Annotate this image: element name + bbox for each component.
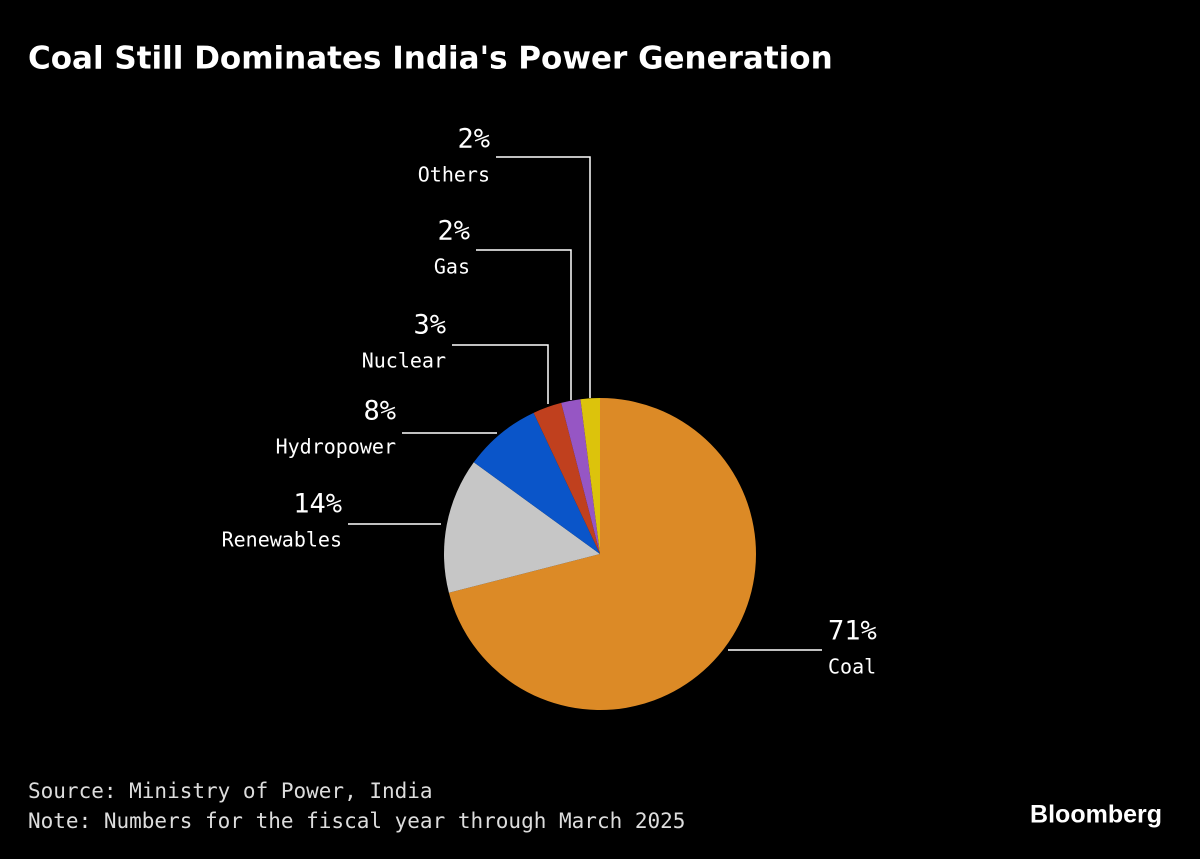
pie-slice (533, 402, 600, 554)
pie-slice (444, 462, 600, 593)
leader-line (476, 249, 572, 400)
pie-slice (561, 399, 600, 554)
category-label: Renewables (222, 528, 342, 552)
value-label: 14% (293, 489, 342, 520)
value-label: 2% (457, 124, 490, 155)
leader-line (452, 344, 549, 404)
value-label: 71% (828, 616, 877, 647)
pie-slice (580, 398, 600, 554)
value-label: 8% (363, 396, 396, 427)
pie-slice (448, 398, 757, 710)
chart-title: Coal Still Dominates India's Power Gener… (28, 41, 833, 77)
category-label: Gas (434, 255, 470, 279)
brand-logo: Bloomberg (1030, 801, 1162, 829)
category-label: Nuclear (362, 349, 446, 373)
category-label: Others (418, 163, 490, 187)
value-label: 2% (437, 216, 470, 247)
category-label: Coal (828, 655, 876, 679)
value-label: 3% (413, 310, 446, 341)
source: Source: Ministry of Power, India (28, 779, 433, 803)
category-label: Hydropower (276, 435, 396, 459)
note: Note: Numbers for the fiscal year throug… (28, 809, 685, 833)
leader-line (496, 156, 591, 398)
pie-slice (473, 412, 600, 554)
